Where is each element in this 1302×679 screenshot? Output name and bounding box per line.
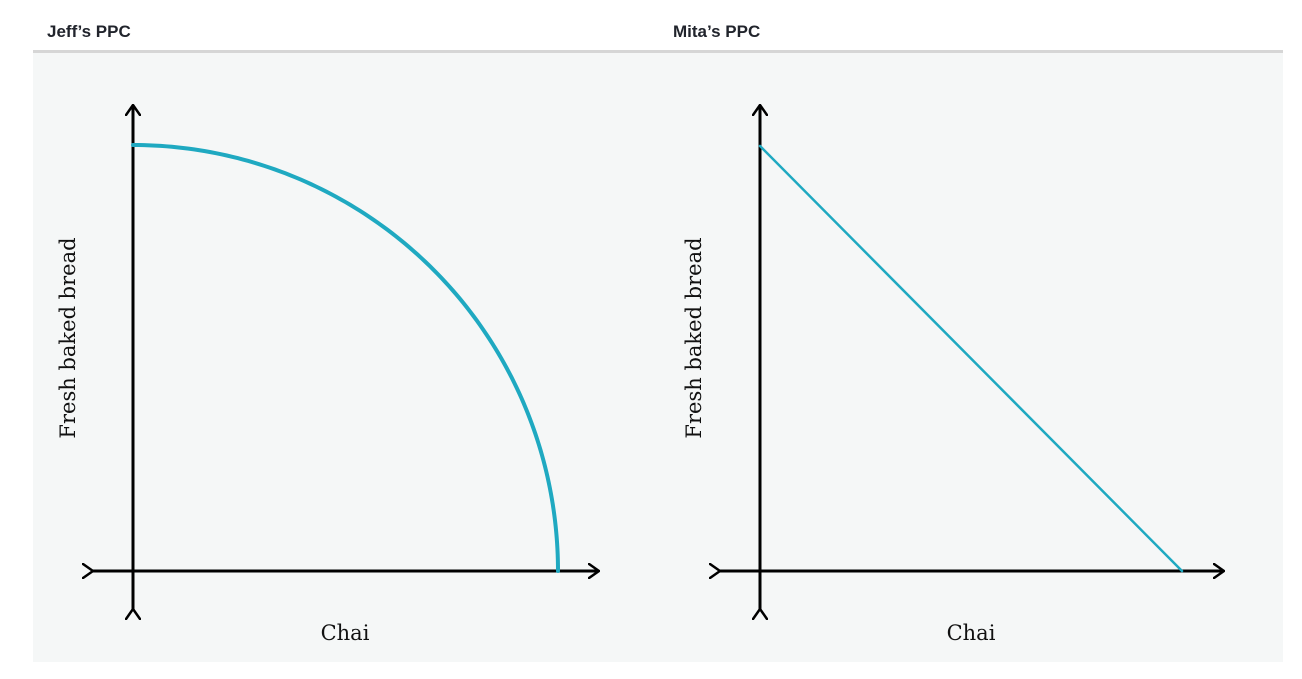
right-y-axis-label: Fresh baked bread xyxy=(682,237,706,438)
left-x-axis-label: Chai xyxy=(321,621,370,645)
right-ppc-line xyxy=(758,144,1184,573)
left-y-axis-label: Fresh baked bread xyxy=(56,237,80,438)
right-x-axis-label: Chai xyxy=(947,621,996,645)
header-row: Jeff’s PPC Mita’s PPC xyxy=(33,0,1283,53)
right-chart-title: Mita’s PPC xyxy=(673,22,761,41)
left-chart: Chai Fresh baked bread xyxy=(56,105,599,645)
plot-area xyxy=(33,53,1283,662)
left-chart-title: Jeff’s PPC xyxy=(47,22,131,41)
right-chart: Chai Fresh baked bread xyxy=(682,105,1224,645)
left-ppc-curve xyxy=(131,143,560,573)
